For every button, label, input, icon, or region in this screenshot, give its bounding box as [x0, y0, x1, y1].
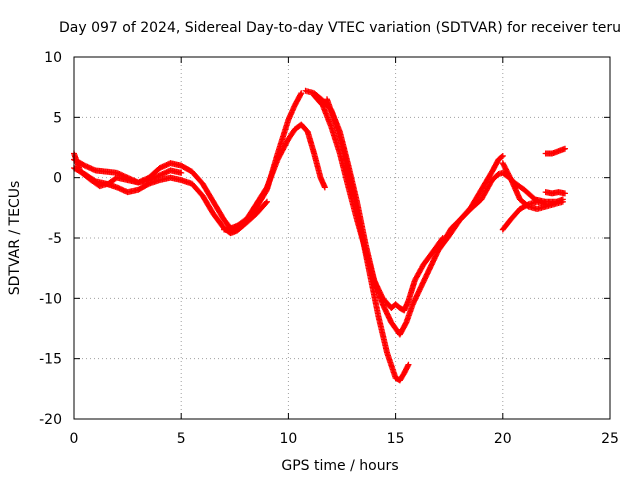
axis-ticks: 0 5 10 15 20 25 10 5 0 -5 -10 -15 -20 [39, 50, 619, 447]
grid-lines [74, 57, 610, 419]
series-10 [499, 198, 549, 233]
y-tick-label: 0 [53, 171, 62, 187]
data-point-marker [559, 198, 566, 205]
data-point-marker [498, 153, 505, 160]
chart-title: Day 097 of 2024, Sidereal Day-to-day VTE… [59, 20, 621, 36]
data-point-marker [499, 152, 506, 159]
y-tick-label: -5 [48, 231, 62, 247]
data-point-marker [262, 199, 269, 206]
y-tick-label: -10 [39, 291, 62, 307]
x-tick-label: 5 [177, 431, 186, 447]
x-axis-label: GPS time / hours [281, 458, 398, 474]
series-4 [221, 121, 328, 234]
data-points [71, 87, 568, 384]
series-9 [499, 160, 566, 213]
series-12 [542, 145, 568, 157]
x-tick-label: 10 [279, 431, 297, 447]
x-tick-label: 15 [387, 431, 405, 447]
y-tick-label: 10 [44, 50, 62, 66]
series-11 [542, 189, 568, 197]
series-3 [71, 150, 185, 190]
data-point-marker [561, 190, 568, 197]
data-point-marker [405, 361, 412, 368]
data-point-marker [263, 198, 270, 205]
data-point-marker [178, 169, 185, 176]
series-6 [311, 92, 446, 314]
x-tick-label: 0 [70, 431, 79, 447]
data-point-marker [542, 201, 549, 208]
y-tick-label: 5 [53, 110, 62, 126]
series-1 [71, 90, 305, 232]
y-tick-label: -15 [39, 352, 62, 368]
data-point-marker [321, 184, 328, 191]
data-point-marker [298, 90, 305, 97]
x-tick-label: 20 [494, 431, 512, 447]
series-7 [323, 96, 412, 384]
y-tick-label: -20 [39, 412, 62, 428]
data-point-marker [561, 145, 568, 152]
y-axis-label: SDTVAR / TECUs [7, 181, 23, 296]
data-point-marker [524, 201, 531, 208]
x-tick-label: 25 [601, 431, 619, 447]
